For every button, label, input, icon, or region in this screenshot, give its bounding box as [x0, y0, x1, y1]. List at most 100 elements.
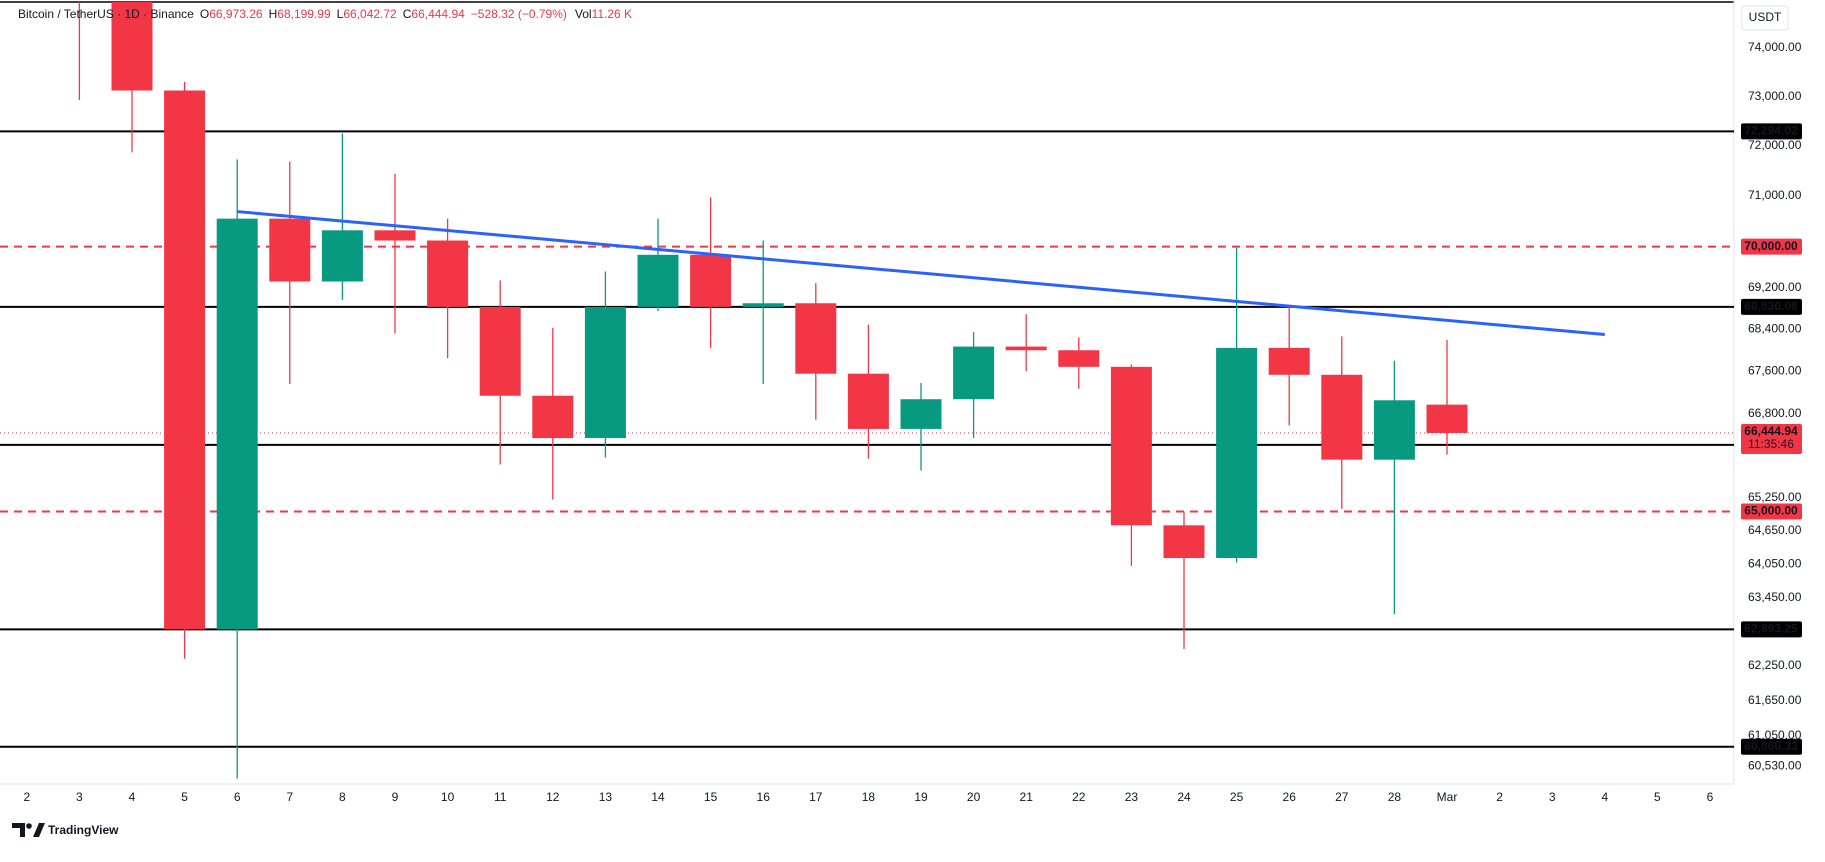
x-tick-label: 2 — [1496, 790, 1503, 804]
x-tick-label: 16 — [757, 790, 771, 804]
x-tick-label: 5 — [1654, 790, 1661, 804]
x-tick-label: 22 — [1072, 790, 1086, 804]
plot-area — [0, 2, 1734, 779]
logo-mark — [12, 823, 25, 837]
candle-body — [1268, 347, 1310, 375]
y-tick-label: 66,800.00 — [1748, 406, 1802, 420]
x-tick-label: 14 — [651, 790, 665, 804]
level-label: 68,830.08 — [1744, 299, 1798, 313]
candle-body — [321, 230, 363, 282]
candle-body — [953, 346, 995, 400]
level-label-box — [1741, 238, 1802, 255]
x-tick-label: 11 — [494, 790, 507, 804]
symbol-header: Bitcoin / TetherUS · 1D · Binance O66,973… — [18, 7, 632, 21]
candle-body — [1163, 525, 1205, 559]
countdown-label: 11:35:46 — [1748, 437, 1794, 451]
candle-body — [690, 254, 732, 307]
candle-body — [1216, 347, 1258, 559]
x-tick-label: 9 — [392, 790, 399, 804]
x-tick-label: 7 — [286, 790, 293, 804]
ohlc-value: 68,199.99 — [277, 7, 331, 21]
ohlc-label: C — [403, 7, 412, 21]
level-label-box — [1741, 738, 1802, 755]
y-tick-label: 73,000.00 — [1748, 89, 1802, 103]
candle-body — [1058, 350, 1100, 367]
y-tick-label: 63,450.00 — [1748, 590, 1802, 604]
brand-logo: TradingView — [12, 823, 119, 837]
x-tick-label: 28 — [1388, 790, 1402, 804]
logo-dot — [26, 823, 32, 829]
candle-body — [427, 240, 469, 307]
level-label: 65,000.00 — [1744, 504, 1798, 518]
y-tick-label: 61,050.00 — [1748, 728, 1802, 742]
x-tick-label: 23 — [1125, 790, 1139, 804]
x-tick-label: 4 — [129, 790, 136, 804]
y-tick-label: 61,650.00 — [1748, 693, 1802, 707]
candle-body — [900, 399, 942, 429]
candle-body — [111, 2, 153, 91]
x-tick-label: 27 — [1335, 790, 1349, 804]
y-tick-label: 68,400.00 — [1748, 321, 1802, 335]
ohlc-value: 66,042.72 — [343, 7, 397, 21]
x-tick-label: 19 — [914, 790, 928, 804]
x-tick-label: 25 — [1230, 790, 1244, 804]
x-tick-label: 10 — [441, 790, 455, 804]
ohlc-value: 66,973.26 — [209, 7, 263, 21]
y-tick-label: 72,000.00 — [1748, 138, 1802, 152]
logo-mark — [33, 823, 45, 837]
current-price-label: 66,444.94 — [1744, 424, 1798, 438]
level-label-box — [1741, 123, 1802, 140]
y-tick-label: 65,250.00 — [1748, 490, 1802, 504]
candle-body — [532, 395, 574, 439]
candle-body — [1110, 366, 1152, 526]
symbol: Bitcoin / TetherUS · 1D · Binance — [18, 7, 194, 21]
ohlc-label: H — [269, 7, 278, 21]
x-tick-label: 26 — [1283, 790, 1297, 804]
x-tick-label: 2 — [23, 790, 30, 804]
currency-box[interactable] — [1741, 5, 1789, 31]
x-tick-label: 24 — [1177, 790, 1191, 804]
level-label-box — [1741, 621, 1802, 638]
x-tick-label: 20 — [967, 790, 981, 804]
level-label: 72,294.02 — [1744, 124, 1798, 138]
x-tick-label: 3 — [76, 790, 83, 804]
current-price-box — [1741, 423, 1802, 454]
candle-body — [1426, 404, 1468, 433]
volume-value: 11.26 K — [592, 7, 632, 21]
change: −528.32 (−0.79%) — [471, 7, 567, 21]
y-tick-label: 67,600.00 — [1748, 364, 1802, 378]
x-tick-label: 21 — [1020, 790, 1034, 804]
y-tick-label: 74,000.00 — [1748, 40, 1802, 54]
x-tick-label: 4 — [1601, 790, 1608, 804]
y-tick-label: 64,650.00 — [1748, 523, 1802, 537]
level-label-box — [1741, 503, 1802, 520]
price-axis: 74,000.00 73,000.00 72,000.00 71,000.00 69,2… — [1741, 40, 1802, 772]
candle-body — [847, 373, 889, 429]
candle-body — [374, 230, 416, 241]
x-tick-label: 5 — [181, 790, 188, 804]
level-label: 60,860.33 — [1744, 739, 1798, 753]
y-tick-label: 71,000.00 — [1748, 188, 1802, 202]
brand-name: TradingView — [48, 823, 119, 837]
y-tick-label: 60,530.00 — [1748, 758, 1802, 772]
x-tick-label: 3 — [1549, 790, 1556, 804]
x-tick-label: 8 — [339, 790, 346, 804]
x-tick-label: Mar — [1437, 790, 1458, 804]
x-tick-label: 13 — [599, 790, 613, 804]
ohlc-value: 66,444.94 — [411, 7, 465, 21]
volume-label: Vol — [575, 7, 592, 21]
x-tick-label: 12 — [546, 790, 560, 804]
level-label-box — [1741, 298, 1802, 315]
x-tick-label: 15 — [704, 790, 718, 804]
candle-body — [1321, 374, 1363, 460]
y-tick-label: 69,200.00 — [1748, 280, 1802, 294]
level-label: 70,000.00 — [1744, 239, 1798, 253]
candle-body — [795, 303, 837, 374]
y-tick-label: 64,050.00 — [1748, 556, 1802, 570]
candle-body — [1373, 400, 1415, 460]
candle-body — [584, 306, 626, 439]
currency: USDT — [1749, 10, 1782, 24]
candle-body — [1005, 346, 1047, 351]
candle-body — [742, 303, 784, 307]
